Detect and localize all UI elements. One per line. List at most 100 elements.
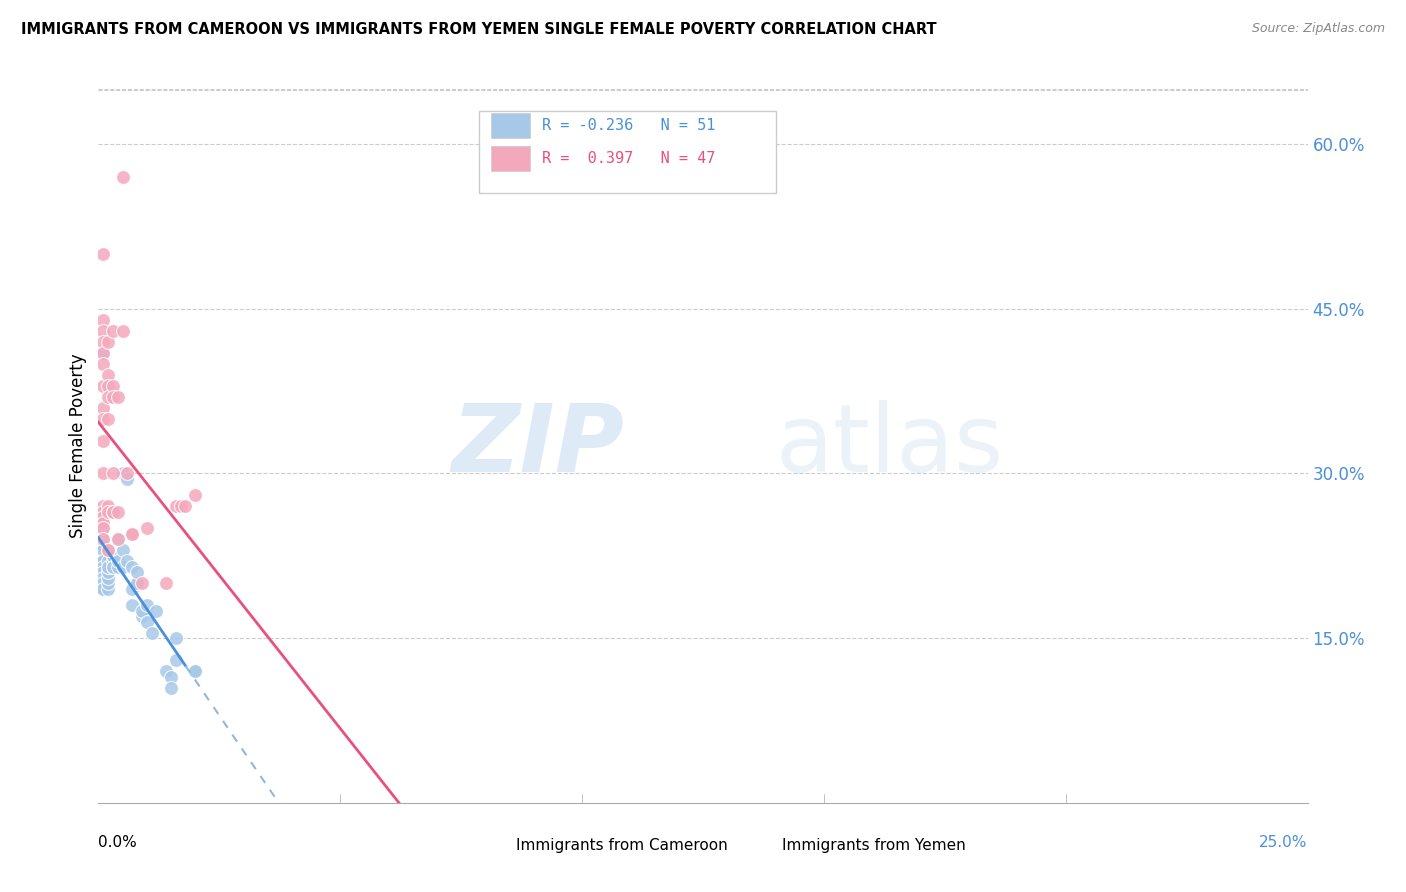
Point (165, 653, 187, 667)
Text: Immigrants from Yemen: Immigrants from Yemen (782, 838, 966, 853)
Point (97, 334, 120, 349)
Point (131, 604, 153, 618)
Point (141, 625, 163, 640)
Point (97, 543, 120, 558)
Point (101, 559, 124, 574)
Point (91, 505, 114, 519)
Point (121, 526, 143, 541)
Point (165, 500, 187, 514)
Point (101, 505, 124, 519)
Point (111, 467, 134, 481)
Point (91, 411, 114, 425)
Point (91, 566, 114, 580)
Point (97, 559, 120, 574)
Point (127, 576, 149, 591)
Point (101, 559, 124, 574)
Point (101, 324, 124, 338)
Point (91, 334, 114, 349)
Point (111, 543, 134, 558)
Text: R = -0.236   N = 51: R = -0.236 N = 51 (543, 118, 716, 133)
Text: 25.0%: 25.0% (1260, 835, 1308, 850)
Point (111, 169, 134, 184)
Point (145, 604, 167, 618)
Point (131, 609, 153, 624)
Point (91, 467, 114, 481)
Point (91, 434, 114, 448)
Text: ZIP: ZIP (451, 400, 624, 492)
Point (91, 538, 114, 552)
Point (97, 500, 120, 514)
FancyBboxPatch shape (479, 111, 776, 193)
Point (97, 390, 120, 404)
Point (101, 378, 124, 392)
Y-axis label: Single Female Poverty: Single Female Poverty (69, 354, 87, 538)
Point (107, 390, 129, 404)
Text: atlas: atlas (776, 400, 1004, 492)
Point (101, 505, 124, 519)
Text: R =  0.397   N = 47: R = 0.397 N = 47 (543, 152, 716, 166)
Point (91, 533, 114, 547)
Point (91, 582, 114, 596)
Point (121, 526, 143, 541)
Text: 0.0%: 0.0% (98, 835, 138, 850)
Point (97, 576, 120, 591)
Point (91, 559, 114, 574)
Point (91, 500, 114, 514)
Point (91, 571, 114, 585)
Point (97, 543, 120, 558)
Point (91, 401, 114, 415)
Point (135, 521, 157, 535)
Point (155, 664, 177, 678)
Point (121, 559, 143, 574)
Point (91, 521, 114, 535)
Point (91, 521, 114, 535)
Point (97, 411, 120, 425)
Point (101, 549, 124, 563)
Point (91, 324, 114, 338)
Bar (474, 835, 508, 856)
Point (174, 500, 197, 514)
Point (97, 566, 120, 580)
Point (97, 378, 120, 392)
Point (111, 559, 134, 574)
Point (91, 510, 114, 524)
Point (91, 559, 114, 574)
Point (107, 533, 129, 547)
Point (131, 576, 153, 591)
Point (101, 554, 124, 568)
Point (97, 368, 120, 382)
Point (155, 576, 177, 591)
Bar (492, 112, 530, 137)
Point (97, 582, 120, 596)
Point (91, 576, 114, 591)
Point (127, 576, 149, 591)
Point (107, 505, 129, 519)
Point (91, 533, 114, 547)
Text: Source: ZipAtlas.com: Source: ZipAtlas.com (1251, 22, 1385, 36)
Point (91, 345, 114, 359)
Point (91, 543, 114, 558)
Point (91, 247, 114, 261)
Point (97, 571, 120, 585)
Point (97, 554, 120, 568)
Point (107, 533, 129, 547)
Point (121, 598, 143, 612)
Point (127, 566, 149, 580)
Point (97, 505, 120, 519)
Point (117, 467, 139, 481)
Point (184, 664, 207, 678)
Point (91, 312, 114, 326)
Point (135, 598, 157, 612)
Point (184, 488, 207, 502)
Text: Immigrants from Cameroon: Immigrants from Cameroon (516, 838, 727, 853)
Point (107, 559, 129, 574)
Point (117, 554, 139, 568)
Point (107, 554, 129, 568)
Point (169, 500, 191, 514)
Point (91, 516, 114, 530)
Point (91, 554, 114, 568)
Point (111, 324, 134, 338)
Point (91, 378, 114, 392)
Point (135, 615, 157, 629)
Point (91, 357, 114, 371)
